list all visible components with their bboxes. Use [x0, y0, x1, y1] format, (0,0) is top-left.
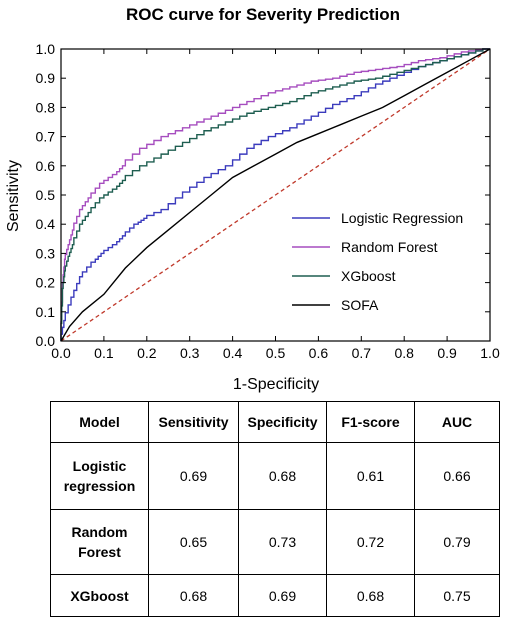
x-tick-label: 0.7 [352, 345, 372, 361]
header-specificity: Specificity [238, 401, 327, 443]
y-tick-label: 0.7 [36, 129, 56, 145]
x-tick-label: 0.2 [137, 345, 157, 361]
f1-score-cell: 0.61 [326, 442, 415, 510]
model-name-line2: Forest [78, 544, 121, 560]
chart-title: ROC curve for Severity Prediction [126, 5, 400, 24]
x-tick-label: 0.4 [223, 345, 243, 361]
y-tick-label: 0.9 [36, 70, 56, 86]
y-tick-label: 0.5 [36, 187, 56, 203]
header-auc: AUC [414, 401, 500, 443]
y-tick-label: 0.1 [36, 304, 56, 320]
sensitivity-cell: 0.65 [148, 509, 239, 575]
header-model: Model [50, 401, 149, 443]
series-line-sofa [60, 48, 491, 342]
y-tick-label: 0.2 [36, 275, 56, 291]
y-tick-label: 0.8 [36, 99, 56, 115]
sensitivity-cell: 0.69 [148, 442, 239, 510]
x-tick-label: 1.0 [480, 345, 500, 361]
x-tick-label: 0.0 [51, 345, 71, 361]
legend-label-random-forest: Random Forest [341, 239, 438, 255]
metrics-table-container: Model Sensitivity Specificity F1-score A… [50, 401, 500, 617]
model-name-line2: regression [63, 478, 136, 494]
x-tick-label: 0.9 [437, 345, 457, 361]
legend-label-sofa: SOFA [341, 297, 379, 313]
series-line-xgboost [60, 48, 490, 341]
y-axis-label: Sensitivity [5, 160, 22, 232]
x-axis-label: 1-Specificity [233, 376, 319, 393]
auc-cell: 0.75 [414, 574, 500, 617]
header-sensitivity: Sensitivity [148, 401, 239, 443]
header-f1-score: F1-score [326, 401, 415, 443]
x-tick-label: 0.3 [180, 345, 200, 361]
y-tick-label: 0.6 [36, 158, 56, 174]
x-tick-label: 0.8 [394, 345, 414, 361]
model-name-line1: Logistic [72, 458, 127, 474]
model-cell: Random Forest [50, 509, 149, 575]
f1-score-cell: 0.72 [326, 509, 415, 575]
model-cell: Logistic regression [50, 442, 149, 510]
sensitivity-cell: 0.68 [148, 574, 239, 617]
y-tick-label: 0.4 [36, 216, 56, 232]
table-row: XGboost 0.68 0.69 0.68 0.75 [50, 574, 500, 617]
specificity-cell: 0.68 [238, 442, 327, 510]
table-header-row: Model Sensitivity Specificity F1-score A… [50, 401, 500, 443]
model-name-line1: Random [71, 524, 128, 540]
roc-chart: ROC curve for Severity Prediction Sensit… [5, 5, 500, 393]
series-line-logistic-regression [60, 48, 490, 341]
metrics-table: Model Sensitivity Specificity F1-score A… [50, 401, 500, 617]
table-row: Random Forest 0.65 0.73 0.72 0.79 [50, 509, 500, 575]
model-name-line1: XGboost [70, 587, 129, 604]
table-row: Logistic regression 0.69 0.68 0.61 0.66 [50, 442, 500, 510]
y-tick-label: 1.0 [36, 41, 56, 57]
y-tick-label: 0.0 [36, 333, 56, 349]
x-tick-label: 0.6 [309, 345, 329, 361]
specificity-cell: 0.69 [238, 574, 327, 617]
legend-label-logistic-regression: Logistic Regression [341, 210, 463, 226]
reference-diagonal-line [60, 48, 491, 342]
auc-cell: 0.66 [414, 442, 500, 510]
series-line-random-forest [60, 48, 490, 341]
auc-cell: 0.79 [414, 509, 500, 575]
specificity-cell: 0.73 [238, 509, 327, 575]
f1-score-cell: 0.68 [326, 574, 415, 617]
x-tick-label: 0.1 [94, 345, 114, 361]
y-tick-label: 0.3 [36, 245, 56, 261]
model-cell: XGboost [50, 574, 149, 617]
legend-label-xgboost: XGboost [341, 268, 396, 284]
x-tick-label: 0.5 [266, 345, 286, 361]
